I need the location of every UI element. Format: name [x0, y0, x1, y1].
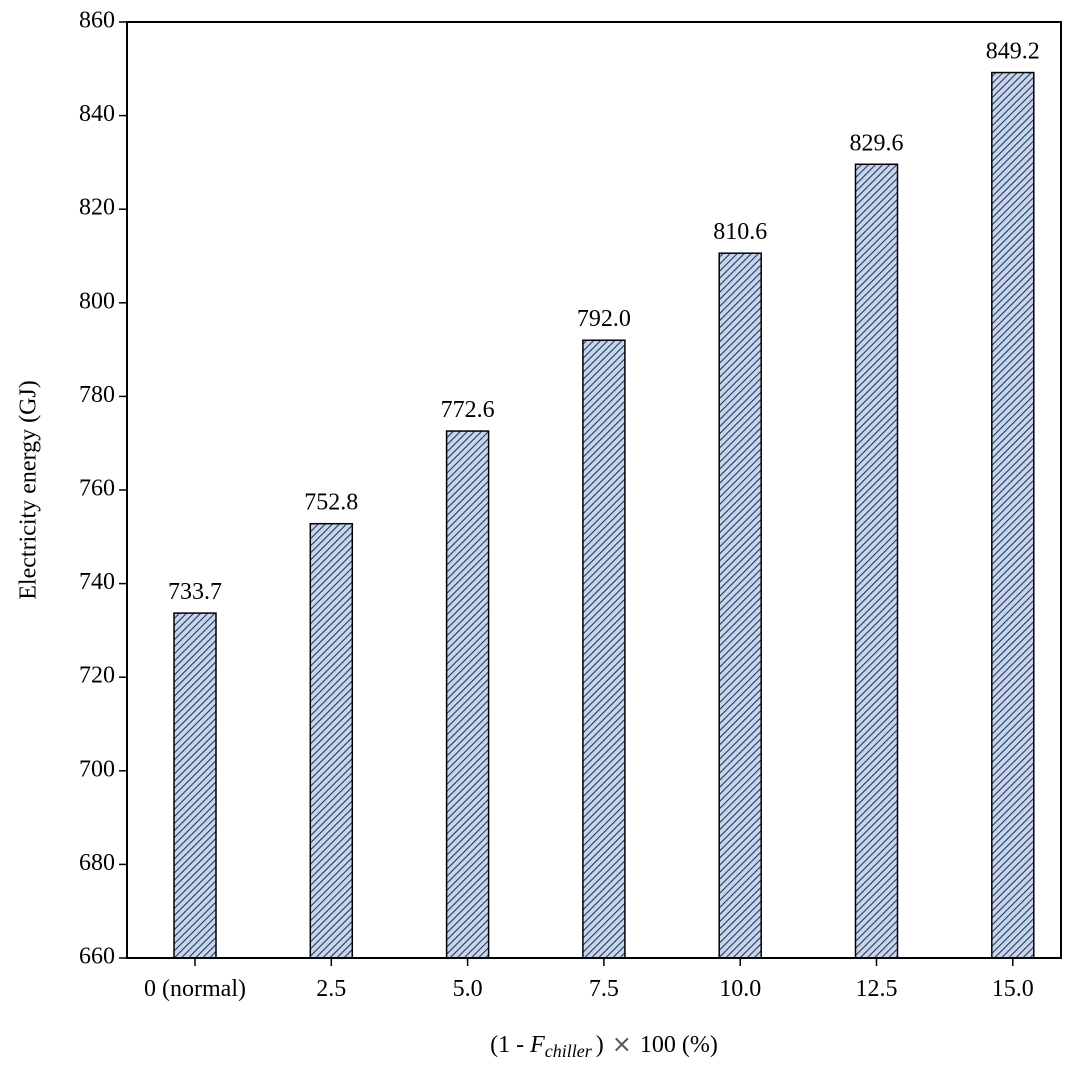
y-axis-title: Electricity energy (GJ) — [16, 380, 42, 599]
bars-group — [173, 71, 1035, 959]
x-axis-title: (1 - Fchiller) × 100 (%) — [490, 1030, 718, 1061]
x-axis-ticks: 0 (normal) 2.5 5.0 7.5 10.0 12.5 15.0 — [144, 958, 1034, 1002]
x-tick-label-0: 0 (normal) — [144, 976, 246, 1002]
bar-1 — [309, 522, 354, 959]
y-tick-label-6: 780 — [79, 382, 115, 408]
data-labels-group: 733.7 752.8 772.6 792.0 810.6 829.6 849.2 — [168, 39, 1040, 606]
y-tick-label-2: 700 — [79, 756, 115, 782]
bar-value-label-3: 792.0 — [577, 306, 631, 332]
y-axis-ticks: 660 680 700 720 740 760 780 800 820 840 860 — [79, 8, 127, 970]
x-tick-label-1: 2.5 — [316, 976, 346, 1002]
y-tick-label-1: 680 — [79, 850, 115, 876]
y-tick-label-3: 720 — [79, 663, 115, 689]
y-tick-label-8: 820 — [79, 195, 115, 221]
y-tick-label-10: 860 — [79, 8, 115, 34]
bar-value-label-5: 829.6 — [850, 130, 904, 156]
x-tick-label-2: 5.0 — [453, 976, 483, 1002]
x-tick-label-5: 12.5 — [856, 976, 898, 1002]
bar-value-label-0: 733.7 — [168, 579, 222, 605]
x-tick-label-3: 7.5 — [589, 976, 619, 1002]
bar-value-label-2: 772.6 — [441, 397, 495, 423]
y-tick-label-7: 800 — [79, 288, 115, 314]
bar-2 — [445, 430, 490, 959]
bar-value-label-6: 849.2 — [986, 39, 1040, 65]
x-tick-label-6: 15.0 — [992, 976, 1034, 1002]
y-tick-label-9: 840 — [79, 101, 115, 127]
y-tick-label-0: 660 — [79, 944, 115, 970]
y-tick-label-4: 740 — [79, 569, 115, 595]
bar-value-label-1: 752.8 — [304, 490, 358, 516]
bar-3 — [582, 339, 626, 959]
bar-value-label-4: 810.6 — [713, 219, 767, 245]
y-tick-label-5: 760 — [79, 476, 115, 502]
bar-0 — [173, 612, 217, 959]
bar-5 — [854, 163, 899, 959]
bar-6 — [991, 71, 1035, 959]
x-tick-label-4: 10.0 — [719, 976, 761, 1002]
bar-4 — [718, 252, 762, 959]
